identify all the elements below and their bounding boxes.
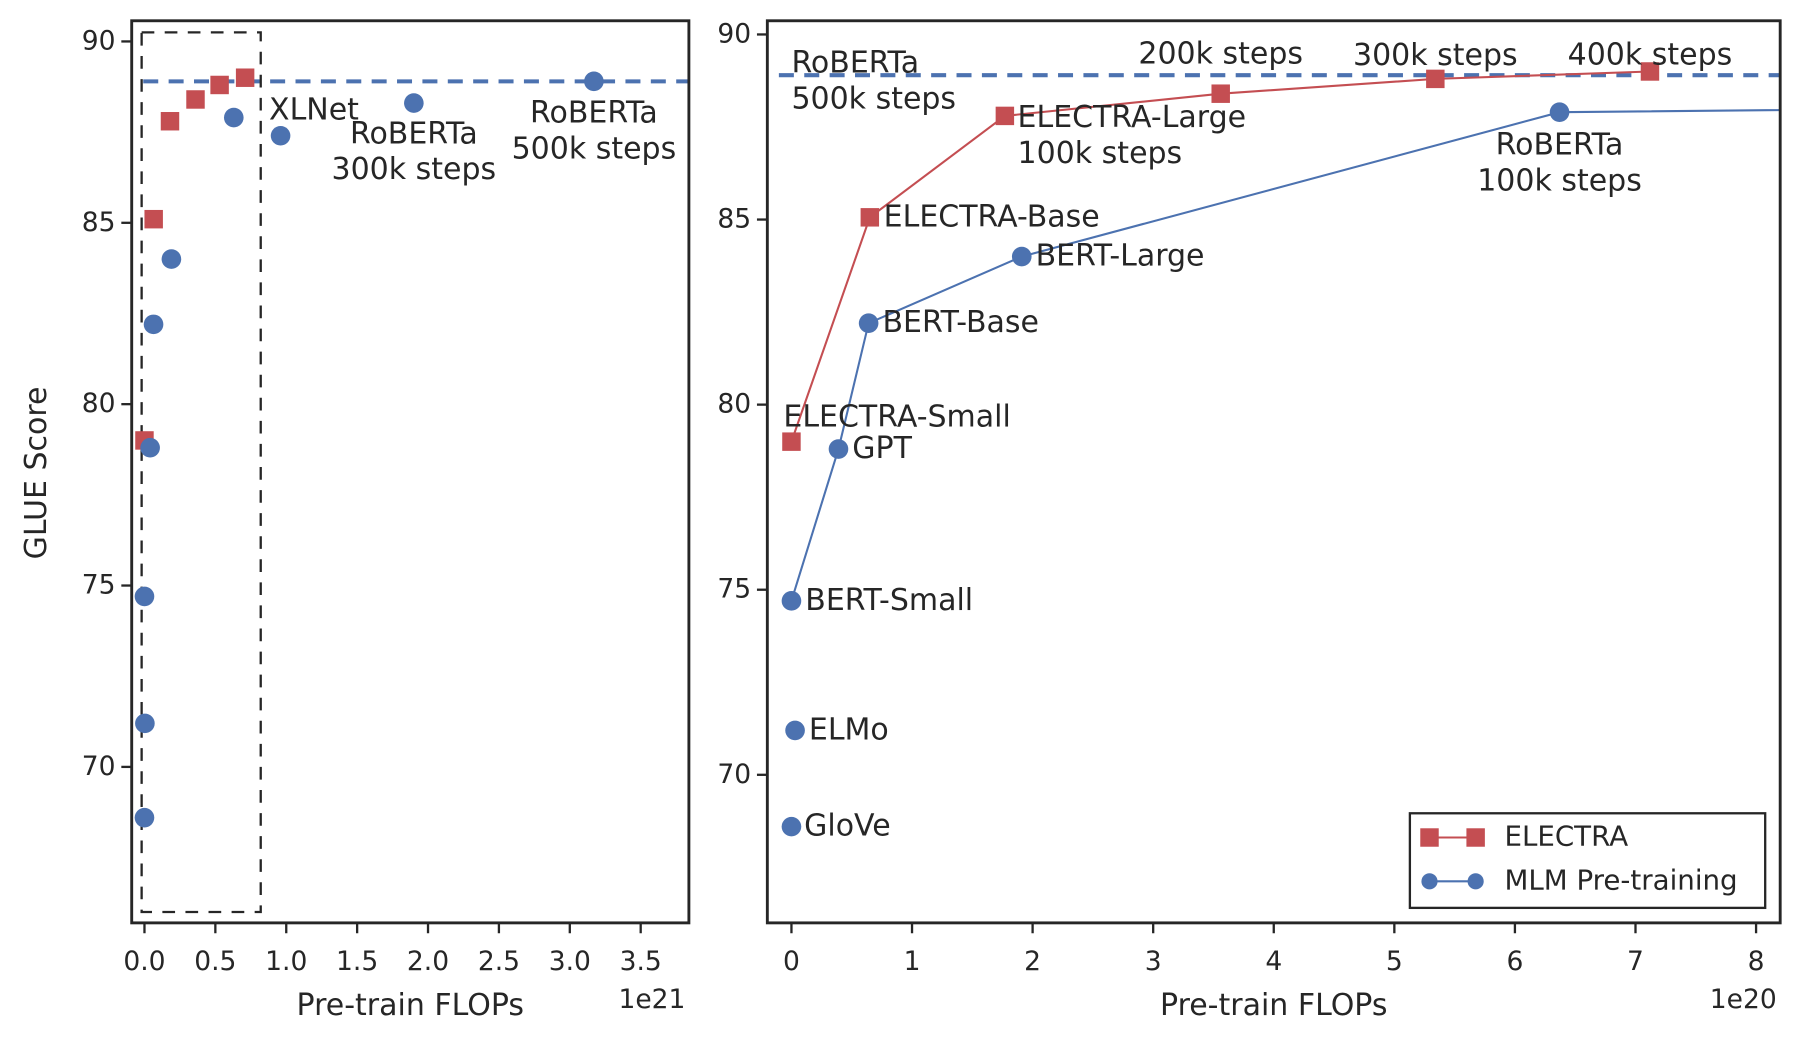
mlm-point (781, 816, 802, 837)
x-offset-label: 1e21 (618, 984, 685, 1015)
axes-frame (765, 19, 1782, 925)
y-tick-label: 80 (717, 388, 751, 419)
electra-point (235, 68, 255, 87)
reference-line-label: RoBERTa 500k steps (791, 45, 956, 116)
electra-legend-marker (1466, 828, 1485, 847)
x-tick-label: 3.0 (549, 946, 591, 977)
point-label: RoBERTa 300k steps (332, 116, 497, 187)
y-tick-label: 85 (82, 206, 116, 237)
electra-point (860, 208, 880, 227)
point-label: XLNet (269, 92, 359, 127)
mlm-point (134, 586, 155, 607)
mlm-point (828, 439, 849, 459)
mlm-point (785, 720, 805, 741)
x-tick-label: 4 (1265, 946, 1282, 977)
x-tick-label: 0 (783, 946, 800, 977)
x-tick-label: 3 (1145, 946, 1162, 977)
axes-frame (130, 19, 691, 925)
electra-point (1211, 84, 1230, 103)
x-tick-label: 7 (1627, 946, 1644, 977)
x-tick-label: 2.5 (478, 946, 520, 977)
mlm-point (404, 93, 424, 113)
right-plot: RoBERTa 500k steps ELECTRA-Small ELECTRA-Ba… (717, 18, 1782, 1022)
mlm-point (140, 437, 160, 458)
point-label: ELMo (809, 712, 889, 747)
x-tick-label: 1.5 (336, 946, 378, 977)
x-tick-label: 3.5 (620, 946, 662, 977)
plot-area (134, 31, 689, 914)
electra-series-line (790, 70, 1651, 442)
y-tick-label: 85 (717, 203, 751, 234)
point-label: ELECTRA-Large 100k steps (1018, 100, 1247, 171)
electra-point (1640, 62, 1660, 81)
x-tick-label: 0.5 (194, 946, 236, 977)
mlm-point (135, 713, 155, 734)
electra-point (1426, 69, 1445, 89)
electra-point (782, 432, 801, 451)
electra-point (210, 75, 229, 95)
legend-entry-label: ELECTRA (1504, 820, 1628, 853)
point-label: GloVe (804, 808, 891, 843)
x-offset-label: 1e20 (1710, 984, 1777, 1015)
y-axis-label: GLUE Score (19, 387, 54, 560)
x-tick-label: 1.0 (265, 946, 307, 977)
mlm-point (584, 71, 604, 92)
mlm-point (134, 807, 155, 828)
y-tick-label: 75 (717, 573, 751, 604)
mlm-point (223, 107, 244, 128)
point-label: RoBERTa 100k steps (1477, 127, 1642, 198)
mlm-legend-marker (1467, 873, 1484, 890)
x-tick-label: 8 (1748, 946, 1765, 977)
y-tick-label: 90 (717, 18, 751, 49)
point-label: 200k steps (1138, 36, 1303, 71)
mlm-point (1011, 246, 1032, 267)
point-label: BERT-Small (805, 582, 973, 617)
mlm-point (270, 125, 291, 146)
x-tick-label: 2 (1024, 946, 1041, 977)
electra-legend-marker (1420, 828, 1439, 847)
x-tick-label: 6 (1506, 946, 1523, 977)
point-label: 300k steps (1353, 37, 1518, 72)
y-tick-label: 80 (82, 388, 116, 419)
legend-entry-label: MLM Pre-training (1504, 863, 1737, 896)
point-label: BERT-Large (1036, 238, 1205, 273)
electra-point (186, 90, 205, 109)
electra-point (995, 106, 1015, 126)
point-label: 400k steps (1568, 37, 1733, 72)
y-tick-label: 70 (82, 750, 116, 781)
zoom-region-box (140, 31, 262, 914)
x-tick-label: 2.0 (407, 946, 449, 977)
mlm-point (143, 314, 164, 335)
point-label: ELECTRA-Small (783, 399, 1010, 434)
mlm-legend-marker (1421, 873, 1438, 890)
electra-point (160, 112, 180, 131)
point-label: RoBERTa 500k steps (512, 95, 677, 166)
legend: ELECTRA MLM Pre-training (1408, 812, 1767, 910)
mlm-point (1549, 102, 1570, 123)
mlm-point (161, 249, 182, 269)
mlm-point (781, 591, 802, 611)
y-tick-label: 90 (82, 25, 116, 56)
y-tick-label: 75 (82, 569, 116, 600)
point-label: ELECTRA-Base (884, 199, 1100, 234)
x-axis-label: Pre-train FLOPs (297, 987, 524, 1022)
mlm-series-line (790, 109, 1781, 602)
point-label: GPT (852, 431, 912, 466)
electra-point (144, 209, 163, 229)
mlm-point (858, 313, 879, 334)
x-axis-label: Pre-train FLOPs (1160, 987, 1387, 1022)
y-tick-label: 70 (717, 758, 751, 789)
plot-area (778, 62, 1781, 837)
point-label: BERT-Base (882, 305, 1039, 340)
x-tick-label: 1 (904, 946, 921, 977)
x-tick-label: 5 (1386, 946, 1403, 977)
x-tick-label: 0.0 (123, 946, 165, 977)
